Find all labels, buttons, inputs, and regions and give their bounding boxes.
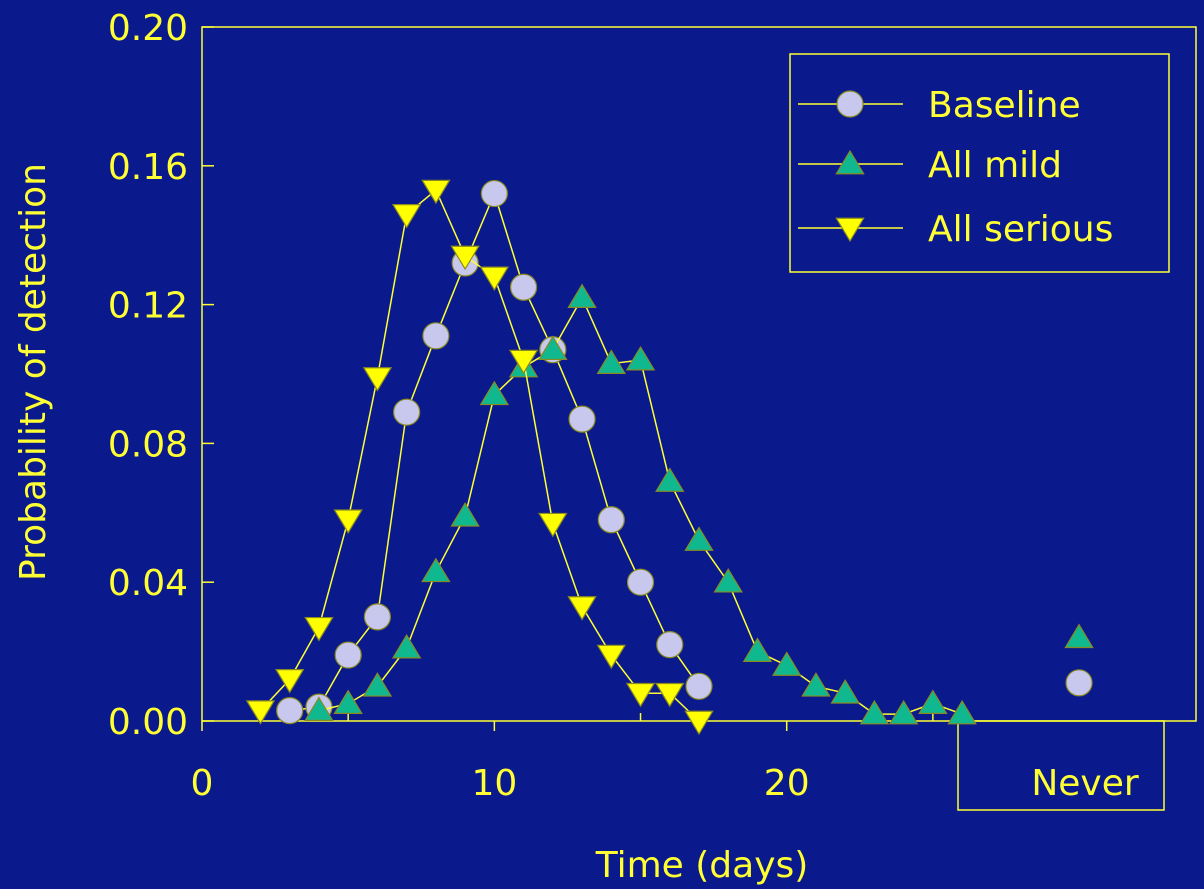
data-point [684, 526, 714, 551]
data-point [626, 568, 655, 596]
data-point [334, 641, 362, 669]
data-point [479, 266, 510, 292]
data-point [362, 367, 393, 392]
y-tick-label: 0.12 [108, 286, 188, 327]
series-2 [245, 179, 714, 736]
data-point [655, 467, 685, 492]
data-point [421, 179, 451, 205]
data-point [421, 557, 451, 583]
data-point [362, 672, 393, 697]
data-point [625, 345, 656, 371]
y-tick-label: 0.16 [108, 147, 188, 188]
data-point [771, 651, 802, 676]
x-axis-label: Time (days) [595, 845, 809, 886]
data-point [713, 568, 743, 593]
data-point [830, 679, 860, 704]
data-point [274, 669, 305, 694]
y-tick-label: 0.20 [108, 8, 188, 49]
data-point [568, 405, 596, 433]
data-point [567, 596, 597, 621]
series-layer [245, 179, 1094, 736]
data-point [684, 710, 714, 736]
data-point [538, 512, 568, 538]
data-point [918, 689, 948, 715]
never-data-point [1065, 669, 1093, 697]
never-box [957, 720, 1165, 811]
data-point [245, 700, 276, 725]
data-point [333, 509, 363, 534]
data-point [742, 637, 773, 662]
data-point [859, 699, 890, 725]
data-point [888, 699, 919, 725]
legend-marker [836, 90, 864, 118]
y-axis-label: Probability of detection [13, 163, 54, 581]
never-label: Never [1031, 763, 1139, 804]
data-point [450, 502, 480, 527]
y-axis: 0.00 0.04 0.08 0.12 0.16 0.20 [108, 8, 214, 743]
data-point [655, 682, 685, 708]
data-point [567, 283, 597, 309]
y-tick-label: 0.08 [108, 424, 188, 465]
y-tick-label: 0.00 [108, 702, 188, 743]
data-point [363, 603, 392, 631]
data-point [625, 682, 656, 708]
data-point [538, 335, 568, 361]
x-axis: 0 10 20 [191, 713, 934, 804]
data-point [450, 245, 480, 271]
data-point [479, 380, 510, 406]
legend-label: All serious [928, 209, 1113, 250]
legend-label: Baseline [928, 85, 1081, 126]
data-point [391, 204, 422, 229]
series-line [259, 188, 700, 722]
legend-marker [835, 217, 865, 243]
data-point [596, 349, 627, 374]
data-point [685, 672, 713, 700]
data-point [304, 616, 334, 642]
x-tick-label: 10 [471, 763, 517, 804]
never-data-point [1064, 623, 1094, 649]
data-point [304, 696, 334, 721]
legend: Baseline All mild All serious [789, 53, 1170, 273]
data-point [656, 631, 684, 659]
data-point [333, 689, 363, 715]
data-point [393, 398, 421, 426]
data-point [596, 644, 627, 670]
y-tick-label: 0.04 [108, 563, 188, 604]
data-point [947, 699, 977, 725]
legend-label: All mild [928, 145, 1062, 186]
series-1 [304, 283, 1094, 725]
data-point [422, 322, 450, 350]
legend-marker [835, 149, 865, 175]
data-point [391, 633, 422, 659]
data-point [597, 506, 625, 534]
data-point [508, 349, 539, 375]
data-point [276, 696, 304, 725]
data-point [509, 273, 538, 301]
data-point [480, 179, 508, 208]
data-point [801, 672, 831, 697]
x-tick-label: 0 [191, 763, 214, 804]
x-tick-label: 20 [764, 763, 810, 804]
